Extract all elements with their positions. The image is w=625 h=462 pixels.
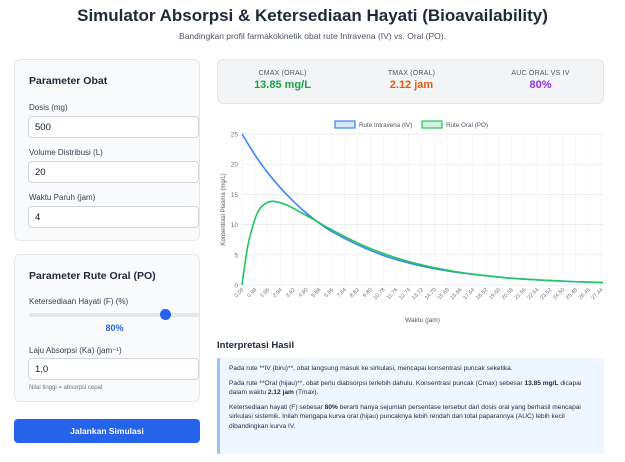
x-tick-label: 0.98: [246, 287, 258, 299]
x-tick-label: 9.80: [362, 287, 374, 299]
x-tick-label: 15.68: [437, 287, 451, 301]
x-tick-label: 22.54: [526, 287, 540, 301]
x-tick-label: 5.88: [311, 287, 323, 299]
ka-hint: Nilai tinggi = absorpsi cepat: [29, 385, 103, 391]
concentration-chart: 0 5 10 15 20 25 0.00 0.98 1.96 2.94 3.92 4.90 5.88 6.…: [217, 112, 617, 332]
x-axis-label: Waktu (jam): [405, 317, 440, 324]
chart-svg: 0 5 10 15 20 25 0.00 0.98 1.96 2.94 3.92 4.90 5.88 6.…: [221, 120, 605, 324]
x-tick-label: 27.44: [591, 287, 605, 301]
legend-label: Rute Intravena (IV): [359, 122, 412, 129]
legend-swatch: [334, 120, 356, 129]
x-tick-label: 24.50: [552, 287, 566, 301]
f-label: Ketersediaan Hayati (F) (%): [29, 297, 129, 306]
y-tick-label: 0: [234, 283, 238, 290]
x-tick-label: 1.96: [259, 287, 271, 299]
ka-label: Laju Absorpsi (Ka) (jam⁻¹): [29, 346, 122, 355]
oral-params-title: Parameter Rute Oral (PO): [29, 270, 156, 282]
interp-paragraph-iv: Pada rute **IV (biru)**, obat langsung m…: [229, 365, 513, 372]
iv-series-line: [241, 133, 604, 284]
interp-paragraph-f: Ketersediaan hayati (F) sebesar 80% bera…: [229, 403, 596, 432]
y-tick-label: 5: [234, 252, 238, 259]
drug-params-panel: Parameter Obat Dosis (mg) Volume Distrib…: [14, 59, 200, 241]
vd-input[interactable]: [28, 161, 199, 183]
auc-label: AUC ORAL VS IV: [511, 70, 570, 77]
metric-tmax: TMAX (ORAL) 2.12 jam: [347, 70, 476, 91]
interpretation-title: Interpretasi Hasil: [217, 340, 295, 351]
x-tick-label: 21.56: [514, 287, 528, 301]
legend-label: Rute Oral (PO): [446, 122, 488, 129]
interp-oral-text-b: dicapai dalam waktu: [229, 379, 582, 397]
dose-input[interactable]: [28, 116, 199, 138]
y-tick-label: 25: [231, 132, 239, 139]
legend-swatch: [421, 120, 443, 129]
x-tick-label: 25.48: [565, 287, 579, 301]
x-tick-label: 14.70: [424, 287, 438, 301]
metric-auc: AUC ORAL VS IV 80%: [476, 70, 605, 91]
y-tick-label: 15: [231, 192, 239, 199]
interpretation-box: Pada rute **IV (biru)**, obat langsung m…: [217, 358, 604, 454]
x-tick-label: 10.78: [373, 287, 387, 301]
x-tick-label: 11.76: [386, 287, 400, 301]
x-tick-label: 18.62: [475, 287, 489, 301]
dose-label: Dosis (mg): [29, 103, 68, 112]
x-tick-label: 23.52: [539, 287, 553, 301]
cmax-label: CMAX (ORAL): [258, 70, 307, 77]
auc-value: 80%: [529, 79, 552, 91]
x-tick-label: 20.58: [501, 287, 515, 301]
x-tick-label: 7.84: [336, 287, 348, 299]
x-tick-label: 26.46: [578, 287, 592, 301]
drug-params-title: Parameter Obat: [29, 75, 108, 87]
page-title: Simulator Absorpsi & Ketersediaan Hayati…: [77, 6, 548, 25]
half-life-input[interactable]: [28, 206, 199, 228]
oral-params-panel: Parameter Rute Oral (PO) Ketersediaan Ha…: [14, 254, 200, 402]
x-tick-label: 2.94: [272, 287, 284, 299]
interp-cmax: 13.85 mg/L: [524, 379, 559, 387]
metrics-bar: CMAX (ORAL) 13.85 mg/L TMAX (ORAL) 2.12 …: [217, 59, 604, 104]
ka-input[interactable]: [28, 358, 199, 380]
y-tick-label: 20: [231, 162, 239, 169]
interp-oral-text-c: (Tmax).: [295, 389, 319, 396]
f-slider-thumb[interactable]: [160, 309, 172, 320]
page-subtitle: Bandingkan profil farmakokinetik obat ru…: [179, 31, 446, 41]
y-axis-label: Konsentrasi Plasma (mg/L): [221, 173, 227, 245]
tmax-value: 2.12 jam: [389, 79, 434, 91]
x-tick-label: 16.66: [450, 287, 464, 301]
metric-cmax: CMAX (ORAL) 13.85 mg/L: [218, 70, 347, 91]
interp-f-text-a: Ketersediaan hayati (F) sebesar: [229, 403, 323, 411]
x-tick-label: 13.72: [411, 287, 425, 301]
x-tick-label: 0.00: [234, 287, 246, 299]
tmax-label: TMAX (ORAL): [387, 70, 436, 77]
interp-f-text-b: berarti hanya sejumlah persentase terseb…: [229, 403, 581, 430]
x-tick-label: 17.64: [462, 287, 476, 301]
x-tick-label: 8.82: [349, 287, 361, 299]
x-tick-label: 4.90: [298, 287, 310, 299]
half-life-label: Waktu Paruh (jam): [29, 193, 96, 202]
cmax-value: 13.85 mg/L: [254, 79, 311, 91]
f-slider-track[interactable]: [29, 313, 200, 317]
interp-tmax: 2.12 jam: [267, 389, 294, 396]
interp-f: 80%: [324, 403, 338, 411]
x-tick-label: 12.74: [398, 287, 412, 301]
y-tick-label: 10: [231, 222, 239, 229]
vd-label: Volume Distribusi (L): [29, 148, 103, 157]
x-tick-label: 19.60: [488, 287, 502, 301]
interp-paragraph-oral: Pada rute **Oral (hijau)**, obat perlu d…: [229, 379, 596, 398]
interp-oral-text-a: Pada rute **Oral (hijau)**, obat perlu d…: [229, 379, 523, 387]
f-slider-value: 80%: [105, 323, 124, 333]
x-tick-label: 6.86: [323, 287, 335, 299]
run-simulation-button[interactable]: Jalankan Simulasi: [14, 419, 200, 443]
x-tick-label: 3.92: [285, 287, 297, 299]
oral-series-line: [241, 200, 604, 286]
